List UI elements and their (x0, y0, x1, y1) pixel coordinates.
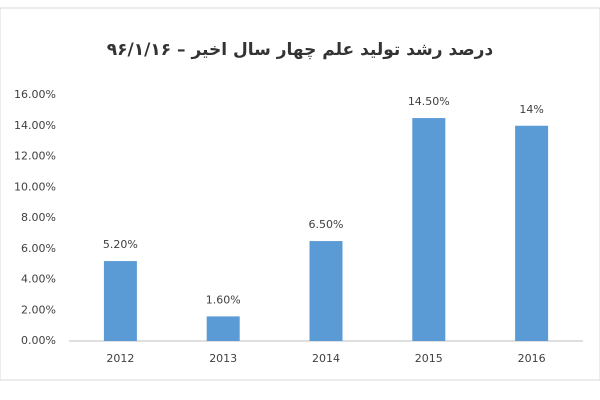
bar (309, 241, 343, 341)
y-tick-label: 6.00% (21, 242, 56, 255)
data-label: 6.50% (309, 218, 344, 231)
data-label: 5.20% (103, 238, 138, 251)
data-label: 1.60% (206, 293, 241, 306)
y-tick-label: 4.00% (21, 273, 56, 286)
x-tick-label: 2015 (415, 352, 443, 365)
bar (412, 118, 446, 341)
chart-title: درصد رشد تولید علم چهار سال اخیر – ۹۶/۱/… (107, 40, 494, 60)
y-tick-label: 8.00% (21, 211, 56, 224)
y-tick-label: 10.00% (14, 180, 56, 193)
chart-frame (0, 7, 600, 381)
y-tick-label: 0.00% (21, 334, 56, 347)
data-label: 14% (519, 103, 543, 116)
bar (103, 261, 137, 341)
x-tick-label: 2013 (209, 352, 237, 365)
x-tick-label: 2016 (518, 352, 546, 365)
y-tick-label: 14.00% (14, 119, 56, 132)
data-label: 14.50% (408, 95, 450, 108)
x-tick-label: 2012 (106, 352, 134, 365)
y-tick-label: 12.00% (14, 150, 56, 163)
bar (206, 316, 240, 341)
y-tick-label: 16.00% (14, 88, 56, 101)
x-tick-label: 2014 (312, 352, 340, 365)
y-tick-label: 2.00% (21, 303, 56, 316)
bar (515, 125, 549, 341)
